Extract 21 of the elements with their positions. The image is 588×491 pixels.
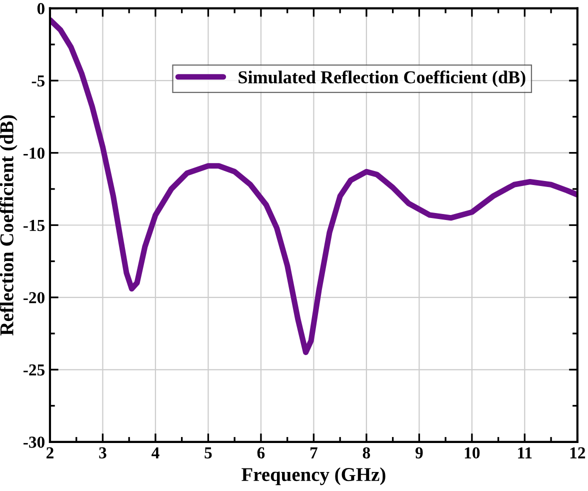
x-tick-label: 10 (464, 447, 480, 458)
x-tick-label: 2 (46, 447, 54, 458)
y-tick-label: -20 (24, 292, 44, 304)
y-tick-label: -25 (24, 364, 45, 376)
y-tick-label: -10 (24, 148, 44, 159)
x-tick-label: 5 (204, 447, 212, 458)
y-tick-label: -5 (32, 75, 45, 87)
x-tick-label: 9 (415, 447, 423, 458)
x-tick-label: 8 (362, 447, 370, 458)
x-tick-label: 4 (152, 447, 160, 458)
x-tick-label: 3 (99, 447, 106, 458)
x-tick-label: 11 (518, 447, 532, 458)
x-axis-title: Frequency (GHz) (242, 467, 386, 486)
legend-label: Simulated Reflection Coefficient (dB) (238, 70, 526, 88)
x-tick-label: 7 (310, 447, 318, 458)
y-tick-label: 0 (37, 3, 44, 14)
y-tick-label: -30 (24, 436, 44, 448)
y-tick-label: -15 (24, 220, 45, 232)
x-tick-label: 12 (570, 447, 586, 458)
x-tick-label: 6 (257, 447, 265, 458)
y-axis-title: Reflection Coefficient (dB) (0, 115, 18, 336)
